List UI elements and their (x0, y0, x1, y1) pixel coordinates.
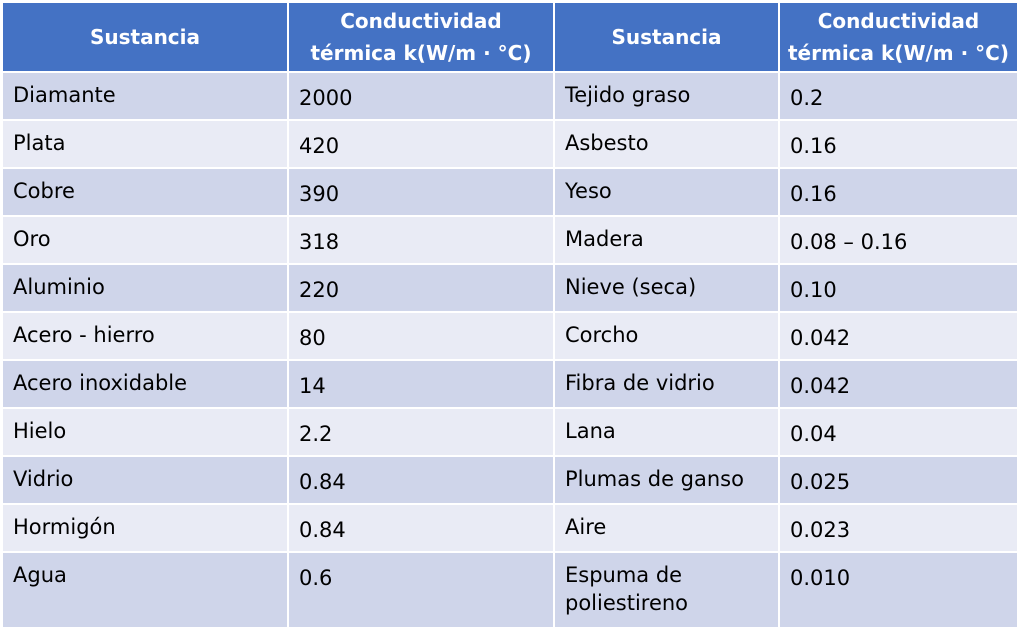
conductivity-left-cell: 2000 (287, 71, 555, 121)
conductivity-right-cell: 0.04 (778, 407, 1018, 457)
table-body: Diamante 2000 Tejido graso 0.2 Plata 420… (1, 71, 1018, 629)
conductivity-left-cell: 14 (287, 359, 555, 409)
substance-right-cell: Madera (553, 215, 780, 265)
table-row: Plata 420 Asbesto 0.16 (1, 119, 1018, 169)
conductivity-right-cell: 0.010 (778, 551, 1018, 629)
table-row: Hielo 2.2 Lana 0.04 (1, 407, 1018, 457)
substance-left-cell: Acero - hierro (1, 311, 289, 361)
table-row: Aluminio 220 Nieve (seca) 0.10 (1, 263, 1018, 313)
substance-right-cell: Lana (553, 407, 780, 457)
conductivity-left-cell: 0.84 (287, 455, 555, 505)
conductivity-right-cell: 0.10 (778, 263, 1018, 313)
conductivity-left-cell: 220 (287, 263, 555, 313)
conductivity-right-cell: 0.2 (778, 71, 1018, 121)
conductivity-left-cell: 0.6 (287, 551, 555, 629)
conductivity-left-cell: 80 (287, 311, 555, 361)
substance-right-cell: Nieve (seca) (553, 263, 780, 313)
table-header-row: Sustancia Conductividad térmica k(W/m · … (1, 1, 1018, 73)
substance-right-cell: Corcho (553, 311, 780, 361)
substance-right-cell: Plumas de ganso (553, 455, 780, 505)
table-row: Acero inoxidable 14 Fibra de vidrio 0.04… (1, 359, 1018, 409)
table-row: Acero - hierro 80 Corcho 0.042 (1, 311, 1018, 361)
substance-left-cell: Aluminio (1, 263, 289, 313)
substance-right-cell: Aire (553, 503, 780, 553)
header-substance-left: Sustancia (1, 1, 289, 73)
substance-right-cell: Tejido graso (553, 71, 780, 121)
header-conductivity-left: Conductividad térmica k(W/m · °C) (287, 1, 555, 73)
substance-right-cell: Fibra de vidrio (553, 359, 780, 409)
substance-left-cell: Cobre (1, 167, 289, 217)
substance-left-cell: Vidrio (1, 455, 289, 505)
table-row: Oro 318 Madera 0.08 – 0.16 (1, 215, 1018, 265)
conductivity-left-cell: 0.84 (287, 503, 555, 553)
substance-left-cell: Oro (1, 215, 289, 265)
substance-left-cell: Diamante (1, 71, 289, 121)
table-row: Vidrio 0.84 Plumas de ganso 0.025 (1, 455, 1018, 505)
substance-left-cell: Acero inoxidable (1, 359, 289, 409)
conductivity-right-cell: 0.042 (778, 359, 1018, 409)
conductivity-right-cell: 0.16 (778, 167, 1018, 217)
table-row: Hormigón 0.84 Aire 0.023 (1, 503, 1018, 553)
table-row: Agua 0.6 Espuma de poliestireno 0.010 (1, 551, 1018, 629)
table-row: Cobre 390 Yeso 0.16 (1, 167, 1018, 217)
table-row: Diamante 2000 Tejido graso 0.2 (1, 71, 1018, 121)
header-substance-right: Sustancia (553, 1, 780, 73)
conductivity-right-cell: 0.025 (778, 455, 1018, 505)
substance-left-cell: Hielo (1, 407, 289, 457)
conductivity-left-cell: 390 (287, 167, 555, 217)
substance-left-cell: Plata (1, 119, 289, 169)
substance-left-cell: Hormigón (1, 503, 289, 553)
conductivity-right-cell: 0.023 (778, 503, 1018, 553)
conductivity-left-cell: 2.2 (287, 407, 555, 457)
substance-right-cell: Yeso (553, 167, 780, 217)
substance-left-cell: Agua (1, 551, 289, 629)
conductivity-left-cell: 318 (287, 215, 555, 265)
conductivity-right-cell: 0.08 – 0.16 (778, 215, 1018, 265)
substance-right-cell: Espuma de poliestireno (553, 551, 780, 629)
conductivity-right-cell: 0.042 (778, 311, 1018, 361)
conductivity-left-cell: 420 (287, 119, 555, 169)
substance-right-cell: Asbesto (553, 119, 780, 169)
conductivity-right-cell: 0.16 (778, 119, 1018, 169)
header-conductivity-right: Conductividad térmica k(W/m · °C) (778, 1, 1018, 73)
